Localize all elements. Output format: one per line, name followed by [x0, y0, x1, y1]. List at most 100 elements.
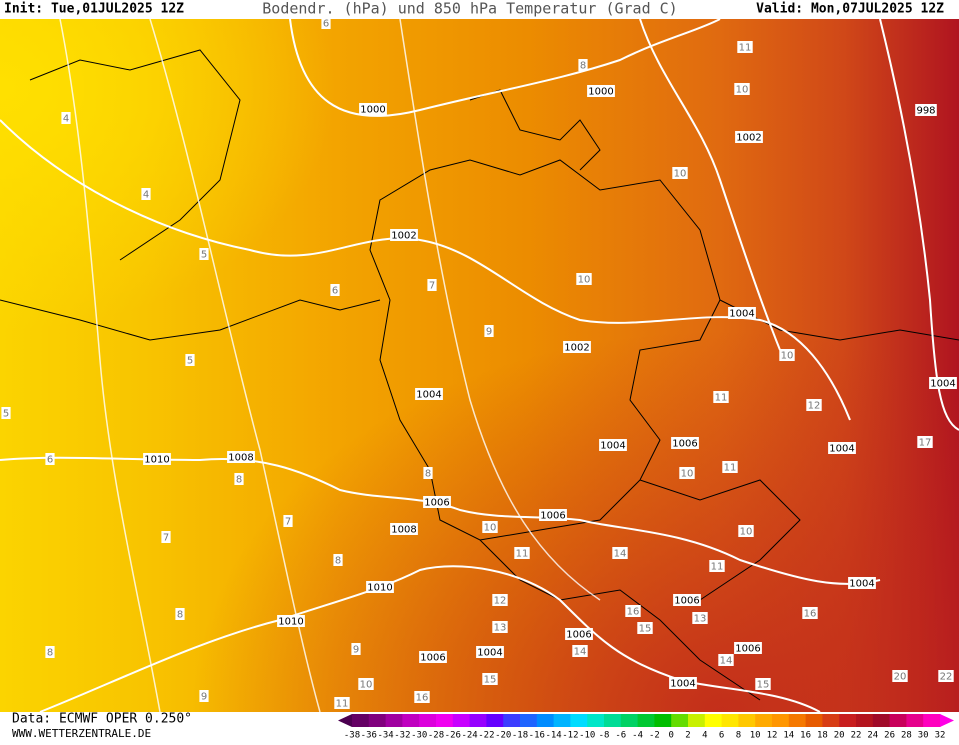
- isotherm-label-box: [283, 515, 293, 527]
- isotherm-label-box: [514, 547, 530, 559]
- legend-swatch: [385, 714, 403, 727]
- legend-swatch: [755, 714, 773, 727]
- isotherm-label-box: [625, 605, 641, 617]
- legend-swatch: [889, 714, 907, 727]
- isobar-label-box: [415, 388, 443, 400]
- isotherm-label: 8: [47, 648, 53, 659]
- isobar-label-box: [734, 642, 762, 654]
- isotherm-label: 16: [627, 607, 640, 618]
- legend-swatch: [906, 714, 924, 727]
- legend-label: 28: [901, 731, 912, 741]
- legend-swatch: [570, 714, 588, 727]
- isotherm-label: 11: [336, 699, 349, 710]
- isobar-label-box: [848, 577, 876, 589]
- isobar-label: 1006: [540, 511, 565, 522]
- isobar-label-box: [599, 439, 627, 451]
- isotherm-label-box: [321, 17, 331, 29]
- isobar-label-box: [673, 594, 701, 606]
- legend-swatch: [637, 714, 655, 727]
- isotherm-label: 11: [724, 463, 737, 474]
- isotherm-label: 16: [416, 693, 429, 704]
- isobar-label: 1004: [930, 379, 955, 390]
- isotherm-label: 20: [894, 672, 907, 683]
- isotherm-label-box: [199, 690, 209, 702]
- isotherm-label-box: [572, 645, 588, 657]
- isobar-label-box: [359, 103, 387, 115]
- isotherm-label-box: [175, 608, 185, 620]
- isobar-label-box: [366, 581, 394, 593]
- isobar-label: 1006: [674, 596, 699, 607]
- isotherm-label-box: [414, 691, 430, 703]
- isotherm-label: 7: [285, 517, 291, 528]
- legend-label: 10: [750, 731, 761, 741]
- isobar-label: 1010: [144, 455, 169, 466]
- isotherm-label: 8: [580, 61, 586, 72]
- isotherm-label-box: [779, 349, 795, 361]
- isotherm-label: 7: [429, 281, 435, 292]
- isobar-label: 1010: [278, 617, 303, 628]
- legend-swatch: [738, 714, 756, 727]
- isobar-label: 1008: [391, 525, 416, 536]
- isobar-label: 1004: [477, 648, 502, 659]
- isotherm-label: 10: [674, 169, 687, 180]
- isobar-label-box: [539, 509, 567, 521]
- legend-swatch: [604, 714, 622, 727]
- isotherm-label-box: [492, 621, 508, 633]
- isotherm-label-box: [141, 188, 151, 200]
- isotherm-label-box: [734, 83, 750, 95]
- isotherm-label-box: [672, 167, 688, 179]
- isotherm-label-box: [199, 248, 209, 260]
- isobar-label: 1004: [670, 679, 695, 690]
- isotherm-label-box: [737, 41, 753, 53]
- isotherm-label: 12: [494, 596, 507, 607]
- isobar-label-box: [929, 377, 957, 389]
- legend-swatch: [536, 714, 555, 727]
- isobar-label-box: [419, 651, 447, 663]
- isotherm-label: 11: [711, 562, 724, 573]
- legend-label: 26: [884, 731, 895, 741]
- isotherm-label-box: [612, 547, 628, 559]
- isobar-label: 1004: [416, 390, 441, 401]
- isotherm-label-box: [709, 560, 725, 572]
- isotherm-label: 14: [574, 647, 587, 658]
- isotherm-label: 11: [739, 43, 752, 54]
- legend-label: 0: [668, 731, 673, 741]
- isotherm-label: 10: [484, 523, 497, 534]
- isotherm-label-box: [423, 467, 433, 479]
- isotherm-label: 11: [715, 393, 728, 404]
- isotherm-label: 8: [335, 556, 341, 567]
- isotherm-label: 5: [3, 409, 9, 420]
- valid-time: Valid: Mon,07JUL2025 12Z: [756, 2, 944, 17]
- legend-label: -8: [599, 731, 610, 741]
- isobar-label: 1008: [228, 453, 253, 464]
- isotherm-label-box: [358, 678, 374, 690]
- isotherm-label-box: [45, 646, 55, 658]
- legend-label: 4: [702, 731, 707, 741]
- map-title: Bodendr. (hPa) und 850 hPa Temperatur (G…: [262, 0, 677, 18]
- legend-swatch: [654, 714, 672, 727]
- legend-label: -6: [615, 731, 626, 741]
- isotherm-label-box: [1, 407, 11, 419]
- legend-label: -28: [428, 731, 444, 741]
- legend-label: -24: [461, 731, 477, 741]
- legend-label: 18: [817, 731, 828, 741]
- isotherm-label-box: [482, 673, 498, 685]
- isobar-label: 1000: [360, 105, 385, 116]
- isotherm-label-box: [578, 59, 588, 71]
- isotherm-label: 10: [736, 85, 749, 96]
- isobar-label-box: [587, 85, 615, 97]
- isobar-label-box: [277, 615, 305, 627]
- isotherm-label: 7: [163, 533, 169, 544]
- isotherm-label: 4: [143, 190, 149, 201]
- isotherm-label-box: [185, 354, 195, 366]
- isotherm-label: 10: [740, 527, 753, 538]
- isobar-label: 1006: [735, 644, 760, 655]
- isotherm-label-box: [738, 525, 754, 537]
- isobar-label: 1004: [600, 441, 625, 452]
- isotherm-label: 10: [578, 275, 591, 286]
- isotherm-label-box: [755, 678, 771, 690]
- isobar-label-box: [423, 496, 451, 508]
- legend-swatch: [671, 714, 689, 727]
- isotherm-label-box: [892, 670, 908, 682]
- legend-label: -12: [562, 731, 578, 741]
